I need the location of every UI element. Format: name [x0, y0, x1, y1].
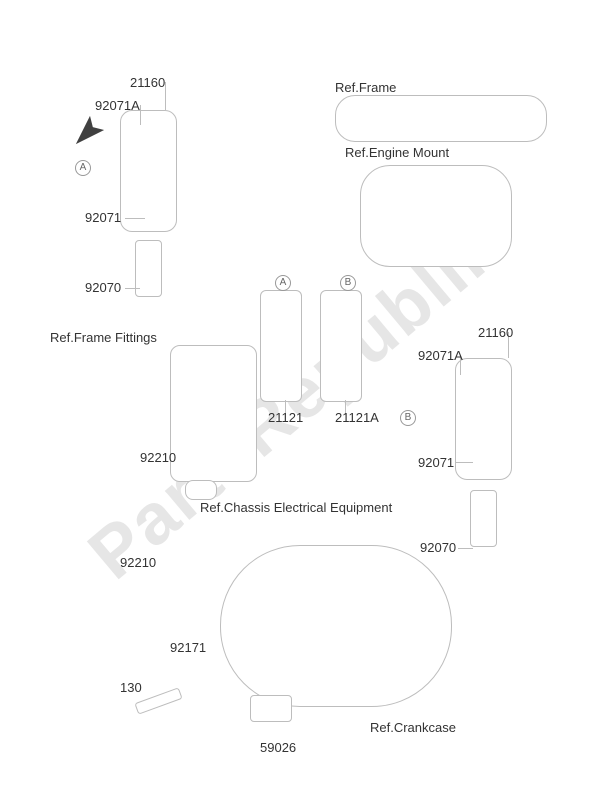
leader-line: [125, 288, 140, 289]
ref-engine-mount: Ref.Engine Mount: [345, 145, 449, 160]
callout-92070: 92070: [85, 280, 121, 295]
ref-chassis-electrical: Ref.Chassis Electrical Equipment: [200, 500, 392, 515]
callout-92071A: 92071A: [418, 348, 463, 363]
sketch-engine-mount: [360, 165, 512, 267]
ref-crankcase: Ref.Crankcase: [370, 720, 456, 735]
sketch-coil-left: [260, 290, 302, 402]
callout-92210: 92210: [120, 555, 156, 570]
callout-92210: 92210: [140, 450, 176, 465]
callout-92070: 92070: [420, 540, 456, 555]
marker-A: A: [75, 160, 91, 176]
marker-B: B: [340, 275, 356, 291]
leader-line: [125, 218, 145, 219]
callout-21160: 21160: [478, 325, 513, 340]
callout-59026: 59026: [260, 740, 296, 755]
sketch-bracket: [170, 345, 257, 482]
leader-line: [458, 548, 473, 549]
sketch-clamp: [185, 480, 217, 500]
sketch-crankcase: [220, 545, 452, 707]
ref-frame: Ref.Frame: [335, 80, 396, 95]
diagram-canvas: { "watermark": "PartsRepublik", "callout…: [0, 0, 589, 799]
sketch-spark-plug-right: [470, 490, 497, 547]
marker-B: B: [400, 410, 416, 426]
sketch-sensor-59026: [250, 695, 292, 722]
sketch-plug-cap-left: [120, 110, 177, 232]
leader-line: [140, 105, 141, 125]
sketch-frame: [335, 95, 547, 142]
callout-92071A: 92071A: [95, 98, 140, 113]
sketch-coil-right: [320, 290, 362, 402]
callout-130: 130: [120, 680, 142, 695]
ref-frame-fittings: Ref.Frame Fittings: [50, 330, 157, 345]
callout-92071: 92071: [418, 455, 454, 470]
marker-A: A: [275, 275, 291, 291]
callout-92171: 92171: [170, 640, 206, 655]
leader-line: [455, 462, 473, 463]
callout-21121A: 21121A: [335, 410, 379, 425]
callout-21121: 21121: [268, 410, 303, 425]
callout-92071: 92071: [85, 210, 121, 225]
callout-21160: 21160: [130, 75, 165, 90]
